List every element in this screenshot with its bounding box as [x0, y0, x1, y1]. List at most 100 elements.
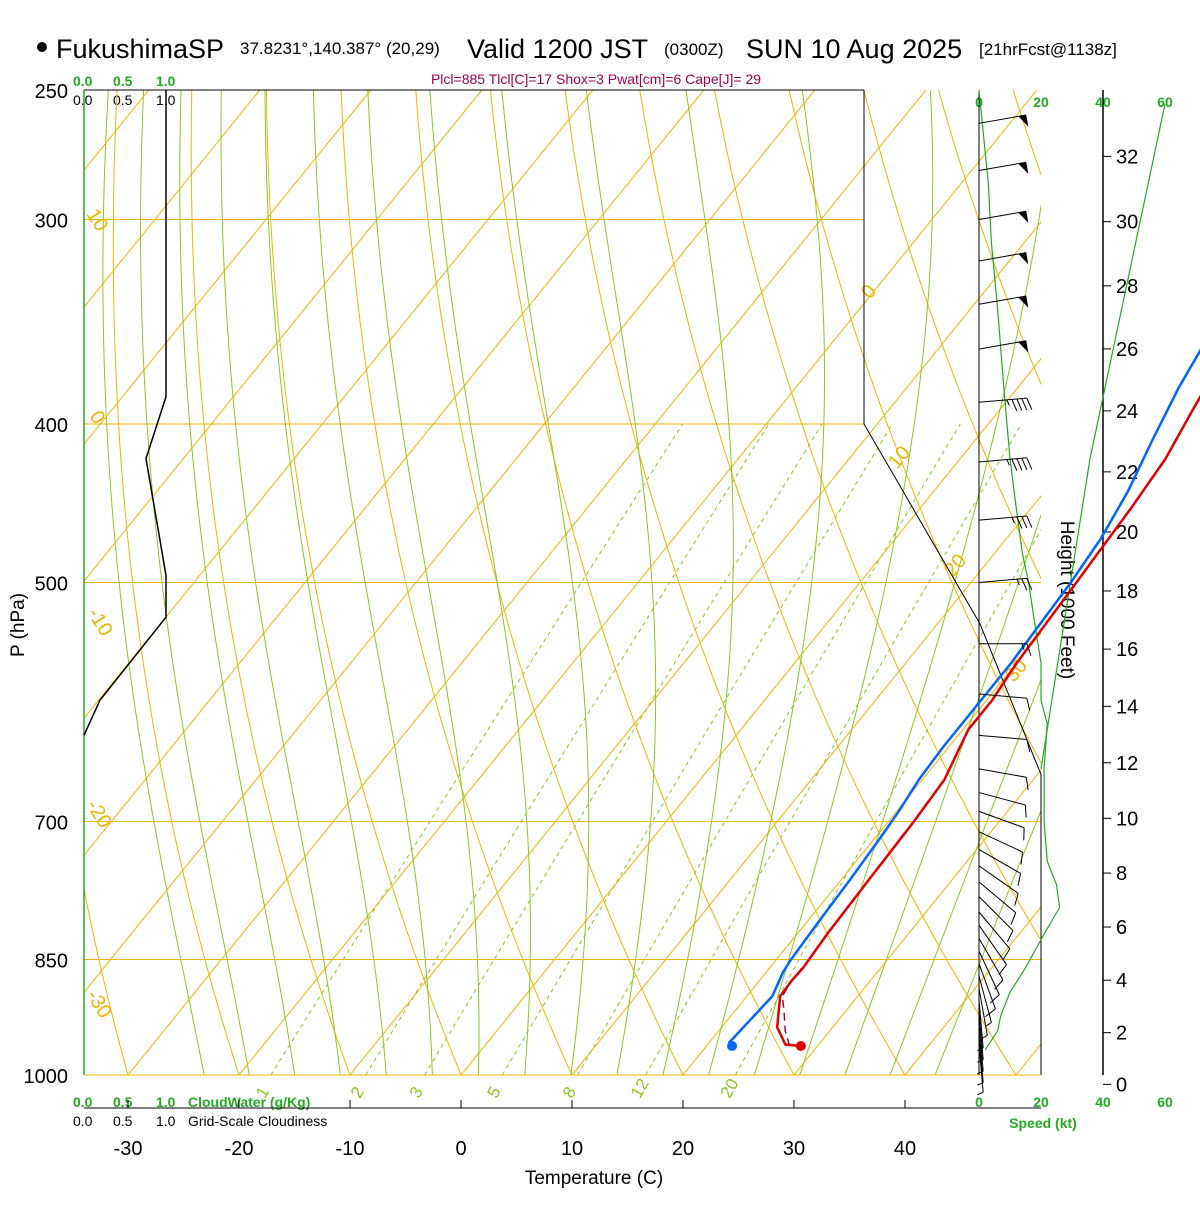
height-tick-label: 22: [1116, 462, 1138, 484]
height-tick-label: 28: [1116, 276, 1138, 298]
wind-barb-shaft: [979, 912, 1010, 949]
wind-barb: [979, 578, 1032, 590]
station-bullet-icon: [37, 42, 47, 52]
moist-adiabat-line: [744, 61, 933, 1110]
isotherm-label: 0: [857, 281, 881, 304]
wind-barb-pennant: [1018, 253, 1028, 265]
speed-bottom-tick-3: 60: [1157, 1094, 1173, 1110]
wind-barb-half: [986, 1022, 991, 1025]
dry-adiabat-line: [561, 61, 925, 1110]
wind-barb-full: [1015, 893, 1019, 905]
pressure-tick-label: 300: [35, 211, 68, 233]
cloud-top-green-1: 0.5: [113, 73, 133, 89]
wind-barb-full: [1022, 458, 1027, 470]
wind-barb-full: [1025, 805, 1026, 818]
height-tick-label: 6: [1116, 917, 1127, 939]
wind-barb-pennant: [1018, 341, 1028, 353]
moist-adiabat-line: [180, 61, 300, 1110]
wind-barb-shaft: [979, 769, 1026, 777]
mixing-ratio-line: [366, 424, 769, 1075]
wind-barb-shaft: [979, 296, 1026, 304]
x-tick-label: 0: [455, 1138, 466, 1160]
cloudiness-label: Grid-Scale Cloudiness: [188, 1113, 327, 1129]
height-tick-label: 12: [1116, 753, 1138, 775]
grid-layer: [0, 61, 1200, 1110]
isotherm-label: -10: [83, 604, 117, 640]
wind-barb: [979, 811, 1024, 840]
pressure-tick-label: 250: [35, 81, 68, 103]
valid-utc: (0300Z): [664, 40, 724, 59]
moist-adiabat-line: [428, 61, 530, 1110]
wind-barb-shaft: [979, 516, 1027, 520]
wind-barb-full: [1017, 399, 1022, 411]
mixing-ratio-label: 2: [347, 1083, 368, 1101]
moist-adiabat-line: [221, 61, 344, 1110]
moist-adiabat-line: [699, 61, 824, 1110]
height-tick-label: 18: [1116, 581, 1138, 603]
wind-barb-full: [1012, 459, 1017, 471]
cloud-top-black-0: 0.0: [73, 92, 93, 108]
height-tick-label: 8: [1116, 863, 1127, 885]
wind-barb: [979, 951, 999, 1003]
wind-barb: [979, 938, 1003, 989]
moist-adiabat-line: [655, 61, 733, 1110]
wind-barb-full: [1027, 458, 1032, 470]
x-tick-label: 10: [561, 1138, 583, 1160]
wind-barb: [979, 253, 1028, 265]
isotherm-label: 0: [85, 407, 110, 428]
dry-adiabat-line: [191, 61, 363, 1110]
wind-barb-pennant: [1018, 162, 1028, 174]
x-tick-label: 30: [783, 1138, 805, 1160]
isotherm-label: -20: [82, 796, 116, 832]
mixing-ratio-line: [646, 424, 1022, 1075]
wind-barb-pennant: [1018, 211, 1028, 223]
speed-top-tick-1: 20: [1033, 94, 1049, 110]
mixing-ratio-label: 5: [484, 1083, 505, 1101]
height-tick-label: 24: [1116, 401, 1138, 423]
mixing-ratio-label: 20: [717, 1075, 743, 1101]
dry-adiabat-line: [857, 61, 1200, 1110]
surface-temperature-dot: [796, 1041, 806, 1051]
isotherm-label: 10: [82, 205, 112, 236]
pressure-tick-label: 500: [35, 574, 68, 596]
wind-barb: [979, 866, 1018, 906]
moist-adiabat-line: [103, 61, 211, 1110]
moist-adiabat-line: [141, 61, 256, 1110]
height-tick-label: 2: [1116, 1023, 1127, 1045]
y-axis-title: P (hPa): [8, 593, 29, 657]
wind-barb-shaft: [979, 793, 1025, 805]
wind-barb-shaft: [979, 694, 1027, 698]
forecast-info: [21hrFcst@1138z]: [979, 40, 1117, 59]
dry-adiabat-line: [1078, 61, 1200, 1110]
speed-axis-label: Speed (kt): [1009, 1115, 1077, 1131]
moist-adiabat-line: [583, 61, 656, 1110]
pressure-tick-label: 400: [35, 415, 68, 437]
wind-barb-full: [1022, 399, 1027, 411]
x-tick-label: -30: [114, 1138, 143, 1160]
wind-barb-shaft: [979, 253, 1026, 261]
pressure-tick-label: 1000: [24, 1066, 69, 1088]
speed-bottom-tick-2: 40: [1095, 1094, 1111, 1110]
wind-speed-profile-line: [979, 90, 1060, 1050]
mixing-ratio-line: [502, 424, 892, 1075]
cloud-bottom-black-0: 0.0: [73, 1113, 93, 1129]
wind-barb-shaft: [979, 866, 1018, 894]
wind-barb-full: [1022, 579, 1027, 591]
wind-barb: [979, 115, 1028, 127]
height-tick-label: 32: [1116, 146, 1138, 168]
wind-barb: [979, 296, 1028, 308]
station-coords: 37.8231°,140.387° (20,29): [240, 39, 440, 58]
wind-barb-full: [1012, 399, 1017, 411]
height-tick-label: 16: [1116, 639, 1138, 661]
height-tick-label: 14: [1116, 696, 1138, 718]
moist-adiabat-line: [367, 61, 479, 1110]
height-tick-label: 30: [1116, 212, 1138, 234]
x-axis-title: Temperature (C): [525, 1168, 663, 1189]
wind-barb: [979, 897, 1013, 942]
mixing-ratio-label: 3: [406, 1083, 427, 1101]
moist-adiabat-line: [499, 61, 588, 1110]
x-tick-label: 20: [672, 1138, 694, 1160]
sounding-page: FukushimaSP 37.8231°,140.387° (20,29) Va…: [0, 0, 1200, 1200]
mixing-ratio-label: 12: [627, 1075, 653, 1101]
cloud-top-green-0: 0.0: [73, 73, 93, 89]
